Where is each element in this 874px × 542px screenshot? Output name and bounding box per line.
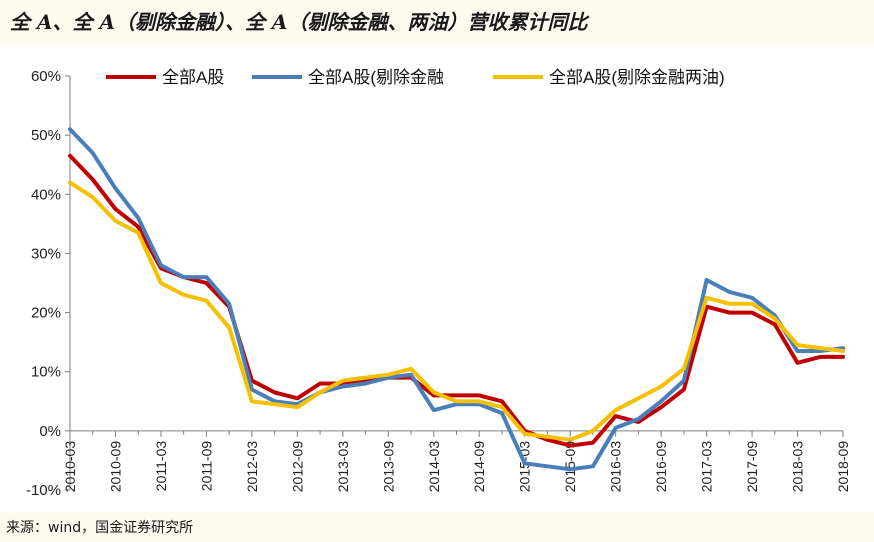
- series-line-3: [68, 180, 845, 442]
- chart-title: 全 A、全 A（剔除金融）、全 A（剔除金融、两油）营收累计同比: [10, 10, 588, 34]
- line-chart: -10% 0% 10% 20% 30% 40% 50% 60% 2010-03 2010-09 20…: [26, 68, 851, 499]
- x-tick-label: 2018-09: [835, 441, 851, 493]
- x-tick-label: 2018-03: [790, 441, 806, 493]
- y-tick-label: 10%: [31, 364, 61, 381]
- x-tick-label: 2014-09: [471, 441, 487, 493]
- x-tick-label: 2010-03: [62, 441, 78, 493]
- x-tick-label: 2011-09: [198, 441, 214, 492]
- y-tick-label: 20%: [31, 305, 61, 322]
- legend-label-2: 全部A股(剔除金融: [308, 68, 444, 87]
- x-tick-label: 2013-03: [335, 441, 351, 493]
- y-tick-label: 60%: [31, 68, 61, 85]
- series-line-2: [68, 127, 845, 472]
- legend-label-3: 全部A股(剔除金融两油): [549, 68, 725, 87]
- y-tick-label: 40%: [31, 186, 61, 203]
- y-tick-label: 30%: [31, 245, 61, 262]
- x-tick-label: 2016-09: [653, 441, 669, 493]
- title-bar: 全 A、全 A（剔除金融）、全 A（剔除金融、两油）营收累计同比: [0, 0, 874, 44]
- x-tick-label: 2014-03: [426, 441, 442, 493]
- x-tick-label: 2015-09: [562, 441, 578, 493]
- x-tick-label: 2011-03: [153, 441, 169, 492]
- y-tick-label: -10%: [26, 482, 61, 499]
- x-tick-label: 2010-09: [107, 441, 123, 493]
- x-tick-label: 2017-09: [744, 441, 760, 493]
- x-tick-label: 2017-03: [699, 441, 715, 493]
- legend-label-1: 全部A股: [162, 68, 224, 87]
- x-tick-label: 2013-09: [380, 441, 396, 493]
- chart-area: -10% 0% 10% 20% 30% 40% 50% 60% 2010-03 2010-09 20…: [0, 44, 874, 512]
- y-tick-label: 50%: [31, 127, 61, 144]
- series-line-1: [68, 153, 845, 448]
- source-note: 来源：wind，国金证券研究所: [6, 520, 194, 536]
- x-tick-label: 2016-03: [608, 441, 624, 493]
- x-tick-label: 2012-09: [289, 441, 305, 493]
- y-tick-label: 0%: [39, 423, 61, 440]
- x-tick-label: 2012-03: [244, 441, 260, 493]
- source-bar: 来源：wind，国金证券研究所: [0, 512, 874, 542]
